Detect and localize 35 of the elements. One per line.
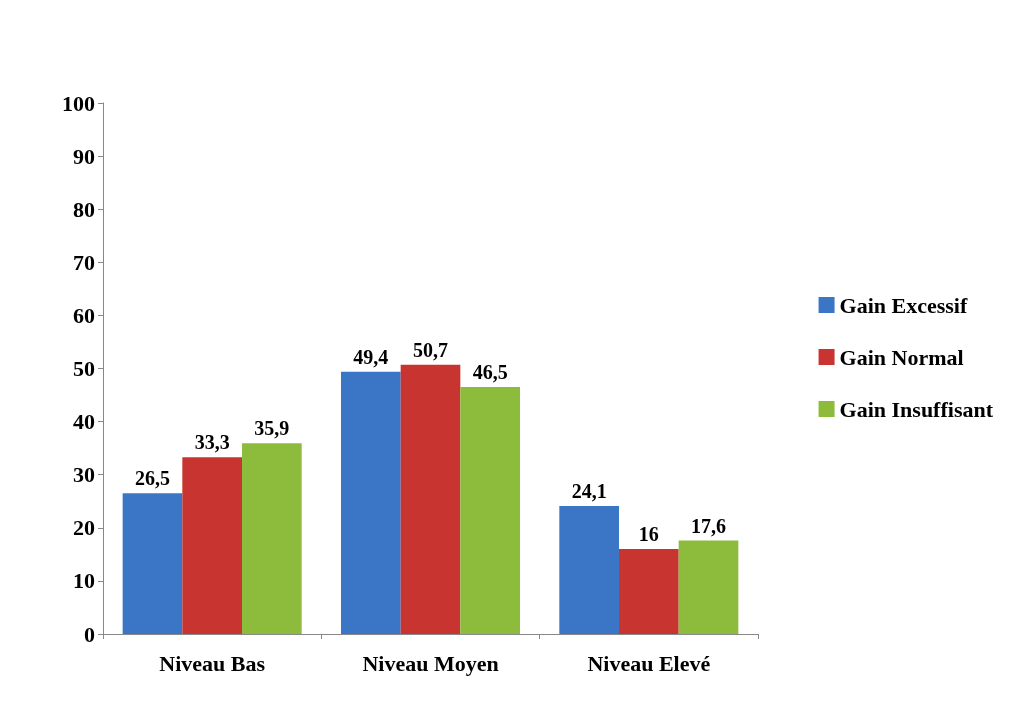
data-label: 16 (638, 523, 659, 546)
y-tick-label: 30 (73, 462, 95, 488)
y-tick-label: 60 (73, 302, 95, 328)
legend-label: Gain Insuffisant (839, 396, 994, 422)
x-tick-label: Niveau Bas (159, 650, 266, 676)
data-label: 50,7 (413, 338, 448, 361)
y-tick-label: 50 (73, 356, 95, 381)
y-tick-label: 20 (73, 515, 95, 541)
y-tick-label: 80 (73, 196, 95, 222)
legend-label: Gain Normal (839, 344, 964, 370)
bar (559, 506, 619, 634)
data-label: 17,6 (691, 514, 727, 537)
data-label: 24,1 (571, 480, 607, 503)
data-label: 46,5 (472, 361, 508, 384)
bar (618, 549, 679, 634)
y-tick-label: 0 (84, 621, 95, 647)
y-tick-label: 70 (73, 249, 95, 275)
bar (122, 493, 183, 634)
bar (182, 457, 243, 634)
bar (460, 387, 521, 634)
data-label: 49,4 (353, 345, 389, 368)
legend-label: Gain Excessif (839, 292, 968, 318)
data-label: 35,9 (254, 417, 290, 440)
bar (678, 540, 739, 634)
y-tick-label: 40 (73, 409, 95, 435)
data-label: 26,5 (134, 467, 170, 490)
x-tick-label: Niveau Moyen (362, 650, 499, 676)
bar (242, 443, 302, 634)
y-tick-label: 100 (62, 90, 95, 116)
y-tick-label: 10 (73, 568, 95, 594)
bar (400, 364, 461, 634)
bar (340, 371, 401, 634)
y-tick-label: 90 (73, 143, 95, 169)
x-tick-label: Niveau Elevé (587, 650, 711, 676)
data-label: 33,3 (194, 431, 230, 454)
